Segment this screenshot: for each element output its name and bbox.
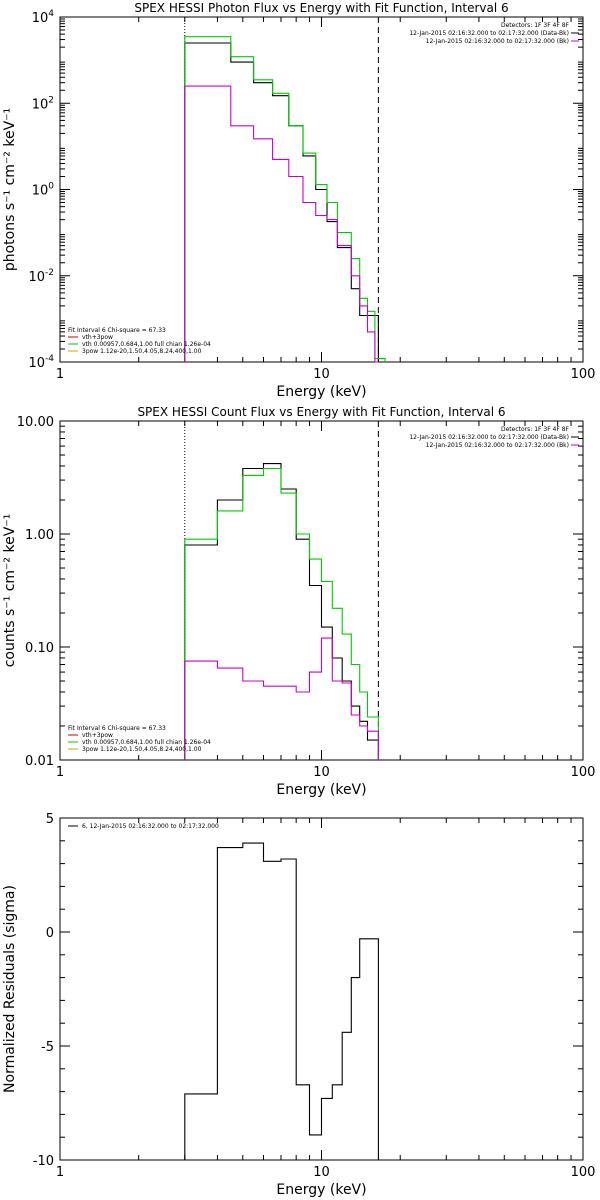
count-y-tick-label: 1.00 xyxy=(25,528,54,543)
residual-x-tick-label: 1 xyxy=(56,1165,64,1180)
photon-legend-bottom-header: Fit Interval 6 Chi-square = 67.33 xyxy=(68,327,166,334)
photon-y-tick-base: 10 xyxy=(32,184,49,199)
residual-x-tick-label: 10 xyxy=(313,1165,330,1180)
photon-chart: SPEX HESSI Photon Flux vs Energy with Fi… xyxy=(2,1,595,400)
photon-y-tick-exponent: 2 xyxy=(48,95,54,105)
count-y-tick-label: 0.01 xyxy=(25,754,54,769)
photon-x-tick-label: 10 xyxy=(313,367,330,382)
photon-legend-top-entry: 12-Jan-2015 02:16:32.000 to 02:17:32.000… xyxy=(426,38,569,45)
photon-y-tick-exponent: -4 xyxy=(45,354,54,364)
photon-y-tick-base: 10 xyxy=(28,356,45,371)
photon-y-tick-label: 100 xyxy=(32,182,55,199)
residual-y-tick-label: -5 xyxy=(41,1040,54,1055)
photon-y-tick-label: 10-2 xyxy=(28,268,54,285)
photon-y-tick-base: 10 xyxy=(28,270,45,285)
photon-series-1-line xyxy=(184,36,386,362)
photon-y-tick-exponent: 4 xyxy=(48,9,54,19)
photon-x-axis-label: Energy (keV) xyxy=(276,384,366,400)
count-x-tick-label: 1 xyxy=(56,765,64,780)
photon-y-tick-base: 10 xyxy=(32,97,49,112)
photon-title: SPEX HESSI Photon Flux vs Energy with Fi… xyxy=(134,1,508,15)
count-legend-bottom-entry: vth 0.00957,0.684,1.00 full chian 1.26e-… xyxy=(82,739,211,746)
count-x-axis-label: Energy (keV) xyxy=(276,782,366,798)
count-x-tick-label: 100 xyxy=(571,765,596,780)
photon-legend-bottom-entry: vth+3pow xyxy=(82,334,113,341)
residual-x-tick-label: 100 xyxy=(571,1165,596,1180)
photon-series-0-line xyxy=(184,42,379,362)
photon-y-tick-label: 10-4 xyxy=(28,354,54,371)
count-y-tick-label: 10.00 xyxy=(17,415,54,430)
photon-legend-top-entry: 12-Jan-2015 02:16:32.000 to 02:17:32.000… xyxy=(409,30,569,37)
residual-y-tick-label: -10 xyxy=(33,1154,54,1169)
photon-y-tick-base: 10 xyxy=(32,11,49,26)
photon-y-tick-label: 104 xyxy=(32,9,55,26)
residual-chart: 1 10 100 Energy (keV) 5 0 -5 -10 Normalized Resi… xyxy=(2,812,595,1198)
count-legend-top-entry: 12-Jan-2015 02:16:32.000 to 02:17:32.000… xyxy=(409,434,569,441)
residual-y-axis-label: Normalized Residuals (sigma) xyxy=(2,885,18,1093)
photon-y-tick-label: 102 xyxy=(32,95,54,112)
count-chart: SPEX HESSI Count Flux vs Energy with Fit… xyxy=(2,405,595,798)
count-series-2-line xyxy=(184,637,379,760)
residual-x-axis-label: Energy (keV) xyxy=(276,1182,366,1198)
residual-series-0-line xyxy=(184,842,379,1160)
photon-legend-top-entry: Detectors: 1F 3F 4F 8F xyxy=(501,22,570,29)
count-legend-top-entry: 12-Jan-2015 02:16:32.000 to 02:17:32.000… xyxy=(426,442,569,449)
count-series-1-line xyxy=(184,467,379,760)
count-title: SPEX HESSI Count Flux vs Energy with Fit… xyxy=(137,405,505,419)
count-x-tick-label: 10 xyxy=(313,765,330,780)
residual-y-tick-label: 0 xyxy=(46,926,54,941)
count-legend-bottom-entry: vth+3pow xyxy=(82,732,113,739)
photon-series-2-line xyxy=(184,85,379,363)
photon-legend-bottom-entry: 3pow 1.12e-20,1.50,4.05,8.24,400,1.00 xyxy=(82,348,202,355)
photon-y-axis-label: photons s⁻¹ cm⁻² keV⁻¹ xyxy=(2,108,18,271)
photon-x-tick-label: 1 xyxy=(56,367,64,382)
photon-legend-bottom-entry: vth 0.00957,0.684,1.00 full chian 1.26e-… xyxy=(82,341,211,348)
residual-legend-entry: 6, 12-Jan-2015 02:16:32.000 to 02:17:32.… xyxy=(82,823,219,830)
photon-x-tick-label: 100 xyxy=(571,367,596,382)
count-series-0-line xyxy=(184,463,379,760)
count-legend-top-entry: Detectors: 1F 3F 4F 8F xyxy=(501,426,570,433)
count-legend-bottom-entry: 3pow 1.12e-20,1.50,4.05,8.24,400,1.00 xyxy=(82,746,202,753)
count-y-tick-label: 0.10 xyxy=(25,641,54,656)
count-y-axis-label: counts s⁻¹ cm⁻² keV⁻¹ xyxy=(2,514,18,668)
photon-y-tick-exponent: 0 xyxy=(48,182,54,192)
photon-y-tick-exponent: -2 xyxy=(45,268,54,278)
residual-y-tick-label: 5 xyxy=(46,812,54,827)
count-legend-bottom-header: Fit Interval 6 Chi-square = 67.33 xyxy=(68,725,166,732)
